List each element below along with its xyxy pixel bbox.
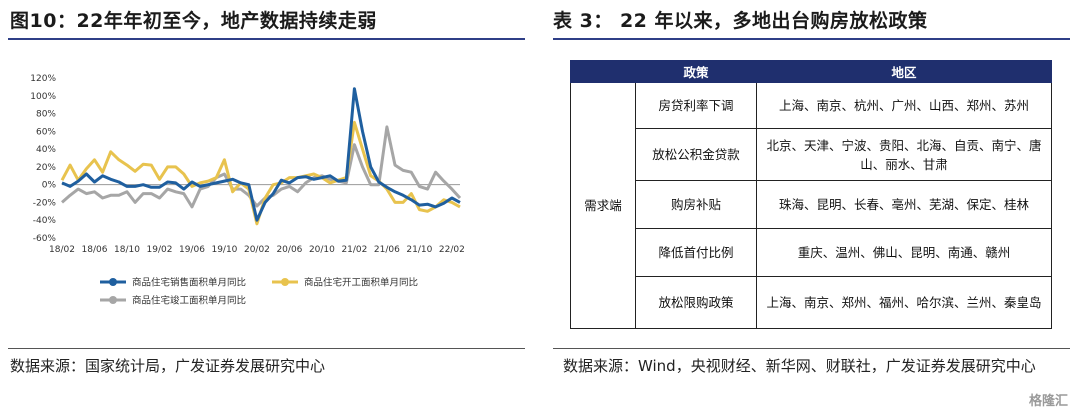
y-tick-label: 60% (36, 127, 56, 137)
legend-marker (281, 278, 289, 286)
regions-cell: 重庆、温州、佛山、昆明、南通、赣州 (756, 228, 1052, 277)
table-row: 购房补贴 珠海、昆明、长春、亳州、芜湖、保定、桂林 (571, 180, 1052, 229)
policy-cell: 购房补贴 (635, 180, 757, 229)
x-tick-label: 19/02 (147, 245, 173, 255)
legend-label: 商品住宅开工面积单月同比 (304, 277, 418, 289)
x-tick-label: 18/06 (82, 245, 108, 255)
policy-cell: 放松限购政策 (635, 276, 757, 329)
divider (8, 38, 525, 40)
header-cell (570, 60, 636, 83)
regions-cell: 上海、南京、郑州、福州、哈尔滨、兰州、秦皇岛 (756, 276, 1052, 329)
regions-cell: 北京、天津、宁波、贵阳、北海、自贡、南宁、唐山、丽水、甘肃 (756, 128, 1052, 181)
table-row: 放松公积金贷款 北京、天津、宁波、贵阳、北海、自贡、南宁、唐山、丽水、甘肃 (571, 128, 1052, 181)
x-tick-label: 20/02 (244, 245, 270, 255)
legend-label: 商品住宅竣工面积单月同比 (132, 295, 246, 307)
regions-cell: 上海、南京、杭州、广州、山西、郑州、苏州 (756, 82, 1052, 129)
table-title: 表 3： 22 年以来，多地出台购房放松政策 (553, 10, 928, 32)
watermark-logo: 格隆汇 (1028, 394, 1068, 409)
policy-cell: 降低首付比例 (635, 228, 757, 277)
header-cell: 政策 (635, 60, 757, 83)
x-tick-label: 22/02 (439, 245, 465, 255)
x-tick-label: 20/06 (276, 245, 302, 255)
x-tick-label: 20/10 (309, 245, 335, 255)
figure-title: 图10：22年年初至今，地产数据持续走弱 (10, 10, 377, 32)
policy-cell: 放松公积金贷款 (635, 128, 757, 181)
divider (8, 348, 525, 349)
y-tick-label: 20% (36, 163, 56, 173)
y-tick-label: 80% (36, 110, 56, 120)
policy-table: 政策 地区 需求端 房贷利率下调 上海、南京、杭州、广州、山西、郑州、苏州 放松… (570, 60, 1052, 329)
x-tick-label: 19/06 (179, 245, 205, 255)
y-tick-label: 120% (30, 74, 56, 84)
regions-cell: 珠海、昆明、长春、亳州、芜湖、保定、桂林 (756, 180, 1052, 229)
y-tick-label: 0% (42, 181, 57, 191)
table-row: 降低首付比例 重庆、温州、佛山、昆明、南通、赣州 (571, 228, 1052, 277)
legend-marker (109, 296, 117, 304)
y-tick-label: 100% (30, 92, 56, 102)
table-row: 放松限购政策 上海、南京、郑州、福州、哈尔滨、兰州、秦皇岛 (571, 276, 1052, 329)
x-tick-label: 18/02 (49, 245, 75, 255)
x-tick-label: 21/10 (406, 245, 432, 255)
x-tick-label: 18/10 (114, 245, 140, 255)
policy-cell: 房贷利率下调 (635, 82, 757, 129)
table-header-row: 政策 地区 (570, 60, 1052, 83)
y-tick-label: -20% (33, 198, 57, 208)
source-note: 数据来源：Wind，央视财经、新华网、财联社，广发证券发展研究中心 (563, 357, 1036, 375)
divider (553, 348, 1070, 349)
category-cell: 需求端 (570, 82, 636, 329)
source-note: 数据来源：国家统计局，广发证券发展研究中心 (10, 357, 326, 375)
x-tick-label: 21/02 (341, 245, 367, 255)
y-tick-label: -40% (33, 216, 57, 226)
y-tick-label: -60% (33, 234, 57, 244)
y-tick-label: 40% (36, 145, 56, 155)
table-row: 需求端 房贷利率下调 上海、南京、杭州、广州、山西、郑州、苏州 (570, 82, 1052, 329)
line-chart: 120% 100% 80% 60% 40% 20% 0% -20% -40% -60%18/02 1… (30, 74, 465, 307)
x-tick-label: 19/10 (211, 245, 237, 255)
header-cell: 地区 (756, 60, 1052, 83)
divider (553, 38, 1070, 40)
series-line (61, 87, 461, 222)
legend-label: 商品住宅销售面积单月同比 (132, 277, 246, 289)
x-tick-label: 21/06 (374, 245, 400, 255)
legend-marker (109, 278, 117, 286)
series-line (61, 125, 462, 209)
